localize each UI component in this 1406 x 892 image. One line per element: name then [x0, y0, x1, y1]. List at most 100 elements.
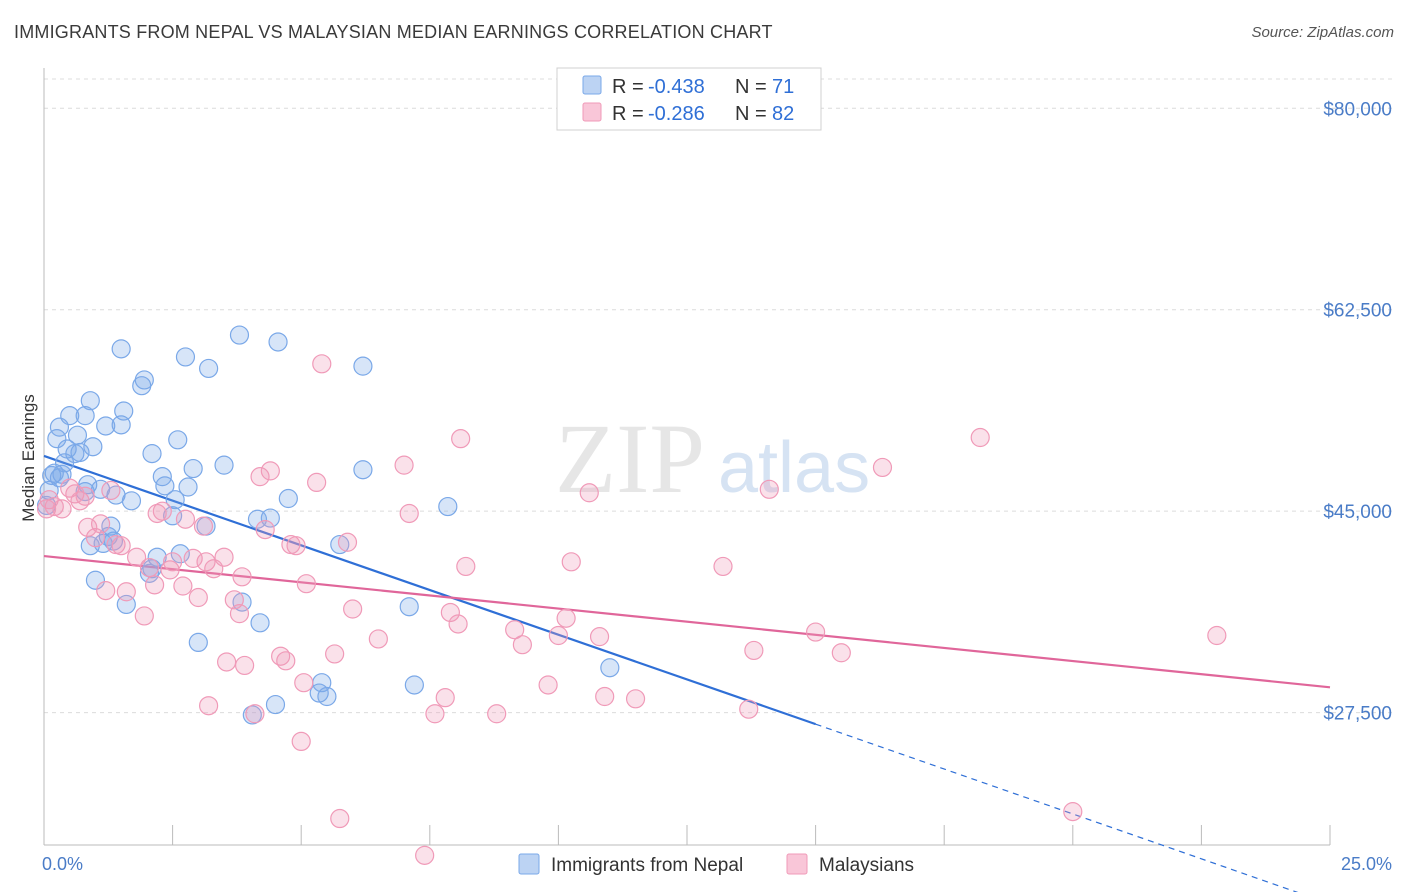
- point-malaysians: [487, 704, 507, 724]
- trend-line-malaysians: [43, 554, 1331, 689]
- point-malaysians: [425, 704, 445, 724]
- point-malaysians: [805, 622, 826, 642]
- point-nepal: [178, 477, 198, 497]
- point-malaysians: [193, 516, 214, 536]
- point-malaysians: [1063, 802, 1083, 822]
- bottom-legend: Immigrants from Nepal Malaysians: [518, 853, 914, 876]
- point-malaysians: [739, 699, 759, 719]
- point-malaysians: [337, 532, 358, 552]
- point-malaysians: [199, 696, 219, 716]
- point-nepal: [404, 675, 424, 695]
- bottom-legend-swatch-nepal: [518, 853, 540, 875]
- trend-line-nepal: [43, 454, 816, 726]
- point-nepal: [188, 632, 208, 653]
- point-malaysians: [96, 581, 116, 601]
- point-malaysians: [448, 614, 468, 634]
- point-malaysians: [188, 587, 208, 608]
- y-tick-label: $80,000: [1323, 99, 1392, 120]
- point-malaysians: [294, 673, 314, 693]
- point-malaysians: [394, 455, 414, 475]
- point-nepal: [168, 430, 188, 450]
- point-malaysians: [286, 536, 306, 556]
- point-malaysians: [260, 461, 280, 481]
- point-malaysians: [872, 457, 893, 478]
- point-malaysians: [52, 499, 72, 519]
- watermark-atlas: atlas: [718, 428, 870, 508]
- point-nepal: [214, 455, 234, 475]
- point-nepal: [232, 592, 252, 612]
- point-nepal: [330, 534, 350, 555]
- point-malaysians: [144, 575, 165, 595]
- y-tick-label: $62,500: [1323, 301, 1392, 322]
- point-malaysians: [435, 688, 455, 708]
- point-nepal: [260, 508, 280, 528]
- point-malaysians: [970, 427, 990, 448]
- bottom-legend-swatch-malaysians: [786, 853, 808, 875]
- point-nepal: [399, 597, 419, 617]
- point-malaysians: [217, 652, 237, 672]
- point-nepal: [268, 332, 288, 352]
- legend-r-value-malaysians: -0.286: [648, 103, 705, 125]
- point-malaysians: [44, 496, 64, 517]
- point-malaysians: [175, 509, 196, 529]
- point-malaysians: [126, 547, 147, 567]
- point-nepal: [229, 325, 250, 345]
- bottom-legend-label-nepal: Immigrants from Nepal: [551, 855, 743, 876]
- point-nepal: [600, 658, 620, 678]
- point-nepal: [175, 347, 196, 367]
- point-malaysians: [173, 576, 193, 596]
- watermark-zip: ZIP: [555, 403, 705, 514]
- legend-swatch-nepal: [582, 75, 602, 95]
- point-malaysians: [245, 704, 265, 724]
- point-nepal: [67, 425, 88, 445]
- point-malaysians: [214, 547, 234, 567]
- point-malaysians: [325, 644, 345, 664]
- point-malaysians: [255, 519, 275, 540]
- point-malaysians: [232, 567, 252, 587]
- point-nepal: [147, 547, 167, 567]
- point-malaysians: [399, 503, 419, 524]
- point-nepal: [278, 488, 298, 509]
- point-nepal: [134, 370, 154, 390]
- point-malaysians: [561, 552, 581, 572]
- point-malaysians: [625, 689, 646, 709]
- point-malaysians: [548, 625, 569, 646]
- point-malaysians: [744, 640, 764, 661]
- point-malaysians: [250, 467, 270, 487]
- point-nepal: [80, 391, 100, 411]
- point-nepal: [170, 544, 190, 564]
- legend-swatch-malaysians: [582, 102, 602, 122]
- point-malaysians: [116, 582, 136, 602]
- point-malaysians: [276, 651, 296, 671]
- point-nepal: [47, 429, 67, 449]
- point-malaysians: [556, 608, 576, 628]
- point-malaysians: [296, 574, 316, 594]
- point-nepal: [183, 458, 203, 479]
- point-nepal: [142, 444, 162, 464]
- point-nepal: [165, 490, 185, 510]
- y-tick-label: $27,500: [1323, 704, 1392, 725]
- point-malaysians: [235, 655, 255, 676]
- point-malaysians: [75, 486, 95, 506]
- point-malaysians: [60, 478, 80, 498]
- chart-title: IMMIGRANTS FROM NEPAL VS MALAYSIAN MEDIA…: [14, 22, 773, 42]
- source-label: Source: ZipAtlas.com: [1251, 24, 1394, 41]
- y-tick-labels: $27,500 $45,000 $62,500 $80,000: [1323, 99, 1392, 724]
- point-nepal: [83, 437, 103, 457]
- point-nepal: [114, 401, 134, 421]
- point-nepal: [111, 339, 131, 359]
- point-malaysians: [456, 556, 476, 577]
- point-nepal: [49, 468, 70, 488]
- point-nepal: [60, 406, 80, 426]
- y-tick-label: $45,000: [1323, 502, 1392, 523]
- point-malaysians: [90, 514, 111, 534]
- legend-n-value-nepal: 71: [772, 76, 794, 98]
- point-malaysians: [343, 599, 363, 619]
- point-malaysians: [759, 479, 779, 499]
- point-nepal: [42, 465, 62, 486]
- point-nepal: [317, 686, 337, 707]
- point-nepal: [438, 496, 458, 517]
- point-malaysians: [589, 627, 610, 647]
- point-malaysians: [312, 354, 332, 374]
- point-nepal: [265, 694, 286, 715]
